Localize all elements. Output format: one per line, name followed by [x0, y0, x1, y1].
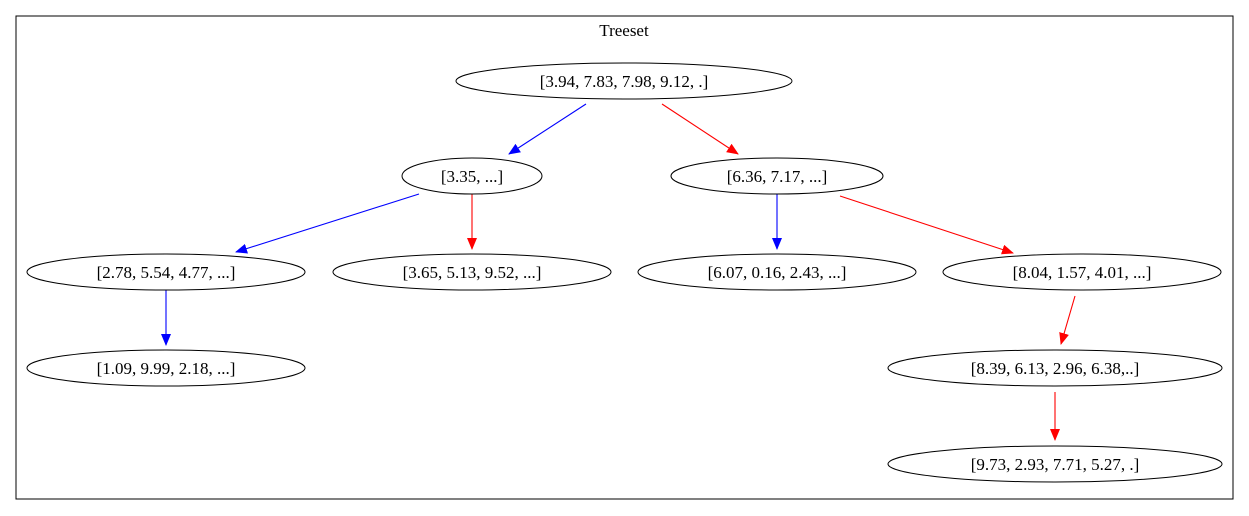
tree-node-n3: [2.78, 5.54, 4.77, ...] — [26, 253, 306, 291]
node-label: [6.07, 0.16, 2.43, ...] — [708, 263, 847, 282]
tree-node-n2: [6.36, 7.17, ...] — [670, 157, 884, 195]
node-label: [8.39, 6.13, 2.96, 6.38,..] — [971, 359, 1140, 378]
tree-node-n9: [9.73, 2.93, 7.71, 5.27, .] — [887, 445, 1223, 483]
node-ellipse — [887, 445, 1223, 483]
node-ellipse — [401, 157, 543, 195]
edge-n2-n6 — [839, 195, 1014, 255]
node-label: [2.78, 5.54, 4.77, ...] — [97, 263, 236, 282]
node-label: [3.65, 5.13, 9.52, ...] — [403, 263, 542, 282]
node-ellipse — [26, 349, 306, 387]
tree-node-n7: [1.09, 9.99, 2.18, ...] — [26, 349, 306, 387]
node-ellipse — [637, 253, 917, 291]
tree-node-n0: [3.94, 7.83, 7.98, 9.12, .] — [455, 62, 793, 100]
node-ellipse — [670, 157, 884, 195]
node-label: [3.35, ...] — [441, 167, 503, 186]
node-label: [1.09, 9.99, 2.18, ...] — [97, 359, 236, 378]
node-label: [6.36, 7.17, ...] — [727, 167, 828, 186]
treeset-cluster: Treeset — [15, 15, 1234, 500]
nodes-layer: [3.94, 7.83, 7.98, 9.12, .] [3.35, ...] [6… — [26, 62, 1223, 483]
tree-node-n6: [8.04, 1.57, 4.01, ...] — [942, 253, 1222, 291]
edges-layer — [161, 103, 1076, 441]
node-ellipse — [942, 253, 1222, 291]
edge-n0-n2 — [661, 103, 739, 155]
node-ellipse — [455, 62, 793, 100]
cluster-frame — [15, 15, 1234, 500]
cluster-title: Treeset — [599, 21, 649, 40]
edge-n1-n3 — [235, 193, 420, 254]
node-label: [8.04, 1.57, 4.01, ...] — [1013, 263, 1152, 282]
tree-node-n8: [8.39, 6.13, 2.96, 6.38,..] — [887, 349, 1223, 387]
node-label: [9.73, 2.93, 7.71, 5.27, .] — [971, 455, 1140, 474]
tree-node-n5: [6.07, 0.16, 2.43, ...] — [637, 253, 917, 291]
node-label: [3.94, 7.83, 7.98, 9.12, .] — [540, 72, 709, 91]
edge-n6-n8 — [1059, 295, 1076, 345]
node-ellipse — [26, 253, 306, 291]
edge-n0-n1 — [508, 103, 587, 155]
tree-node-n1: [3.35, ...] — [401, 157, 543, 195]
node-ellipse — [332, 253, 612, 291]
node-ellipse — [887, 349, 1223, 387]
tree-node-n4: [3.65, 5.13, 9.52, ...] — [332, 253, 612, 291]
